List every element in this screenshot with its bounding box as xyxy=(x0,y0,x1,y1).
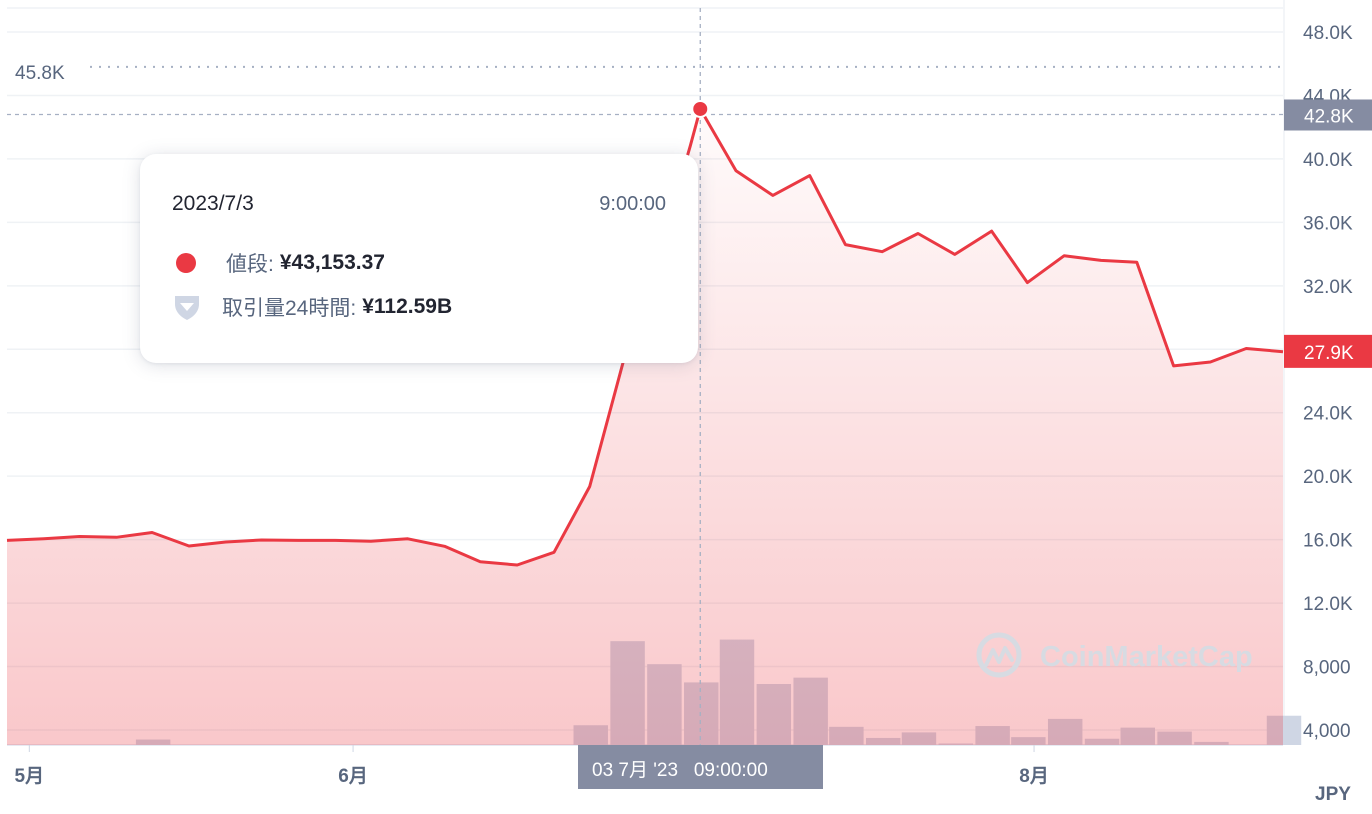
y-tick-label: 12.0K xyxy=(1303,594,1353,615)
price-area xyxy=(7,108,1283,745)
tooltip-price-row: 値段: ¥43,153.37 xyxy=(172,248,385,278)
last-price-pill: 27.9K xyxy=(1284,334,1372,368)
x-tick-label: 6月 xyxy=(338,766,368,787)
hover-price-pill: 42.8K xyxy=(1284,99,1372,131)
y-tick-label: 4,000 xyxy=(1303,721,1351,742)
watermark-text: CoinMarketCap xyxy=(1040,641,1253,673)
y-tick-label: 20.0K xyxy=(1303,467,1353,488)
volume-shield-icon xyxy=(175,296,199,320)
tooltip-volume-label: 取引量24時間: xyxy=(222,297,357,320)
y-tick-label: 48.0K xyxy=(1303,23,1353,44)
tooltip-time: 9:00:00 xyxy=(599,192,666,215)
tooltip-date: 2023/7/3 xyxy=(172,192,254,215)
chart-tooltip: 2023/7/3 9:00:00 値段: ¥43,153.37 取引量24時間:… xyxy=(140,154,698,363)
tooltip-header: 2023/7/3 9:00:00 xyxy=(172,190,666,218)
y-tick-label: 16.0K xyxy=(1303,531,1353,552)
x-tick-label: 8月 xyxy=(1019,766,1049,787)
hover-time-pill: 03 7月 '23 09:00:00 xyxy=(578,745,823,789)
tooltip-price-label: 値段: xyxy=(226,253,274,276)
tooltip-price-value: ¥43,153.37 xyxy=(279,251,385,274)
x-tick-label: 5月 xyxy=(15,766,45,787)
hover-time-label: 03 7月 '23 09:00:00 xyxy=(592,760,768,781)
currency-unit: JPY xyxy=(1315,784,1351,805)
y-tick-label: 8,000 xyxy=(1303,658,1351,679)
watermark: CoinMarketCap xyxy=(976,632,1253,678)
tooltip-volume-value: ¥112.59B xyxy=(362,295,453,318)
y-tick-label: 40.0K xyxy=(1303,150,1353,171)
y-tick-label: 36.0K xyxy=(1303,213,1353,234)
y-axis: 4,0008,00012.0K16.0K20.0K24.0K28.0K32.0K… xyxy=(1303,23,1353,742)
hover-point[interactable] xyxy=(691,99,710,118)
max-price-label: 45.8K xyxy=(15,63,65,84)
guide-lines xyxy=(7,8,1283,745)
y-tick-label: 32.0K xyxy=(1303,277,1353,298)
tooltip-volume-row: 取引量24時間: ¥112.59B xyxy=(172,292,452,322)
last-price-label: 27.9K xyxy=(1304,343,1354,364)
coinmarketcap-logo-icon xyxy=(976,632,1022,678)
x-axis: 5月6月7月8月 xyxy=(15,745,1049,787)
price-area-fill xyxy=(7,108,1283,745)
y-tick-label: 24.0K xyxy=(1303,404,1353,425)
hover-price-label: 42.8K xyxy=(1304,106,1354,127)
price-dot-icon xyxy=(176,253,196,273)
value-labels: 45.8K 42.8K 27.9K 03 7月 '23 09:00:00 JPY xyxy=(15,63,1372,805)
